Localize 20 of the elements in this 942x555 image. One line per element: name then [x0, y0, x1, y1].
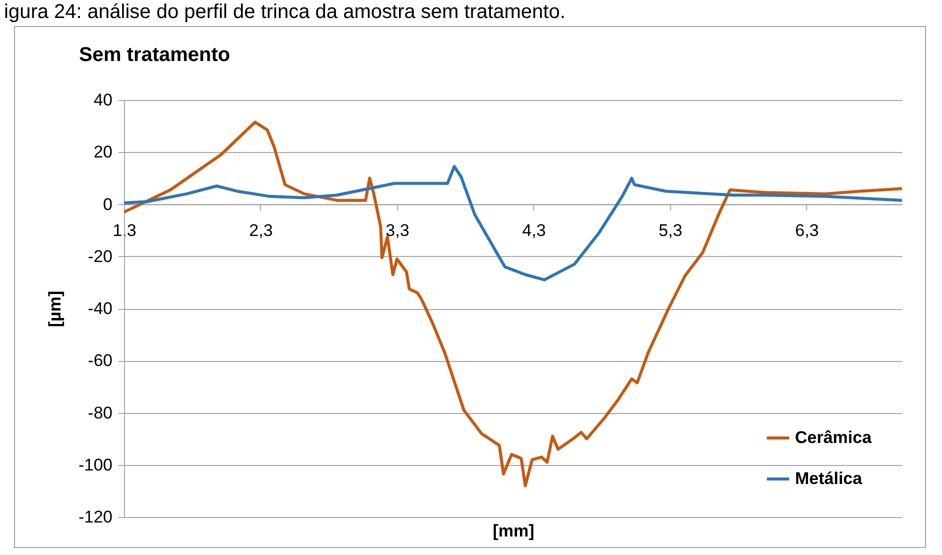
- y-tick-label: -120: [78, 508, 112, 526]
- x-axis-title: [mm]: [492, 522, 534, 540]
- legend-label: Metálica: [795, 469, 863, 488]
- text: igura 24: análise do perfil de trinca da amostra sem tratamento.: [4, 0, 566, 24]
- y-tick-label: -20: [88, 246, 112, 266]
- y-tick-label: -100: [78, 455, 112, 474]
- x-tick-label: 5,3: [658, 220, 682, 240]
- legend-label: Cerâmica: [795, 428, 872, 447]
- x-tick-label: 3,3: [386, 220, 410, 240]
- x-tick-label: 6,3: [795, 220, 819, 240]
- y-tick-label: 20: [94, 142, 112, 162]
- x-tick-label: 4,3: [522, 220, 546, 240]
- y-axis-title: [µm]: [45, 290, 64, 328]
- y-tick-label: 40: [94, 90, 112, 110]
- chart-title: Sem tratamento: [79, 44, 230, 66]
- x-tick-label: 2,3: [249, 220, 273, 240]
- y-tick-label: -40: [88, 299, 112, 318]
- y-tick-label: 0: [103, 194, 112, 214]
- y-tick-label: -80: [88, 403, 112, 422]
- y-tick-label: -60: [88, 351, 112, 370]
